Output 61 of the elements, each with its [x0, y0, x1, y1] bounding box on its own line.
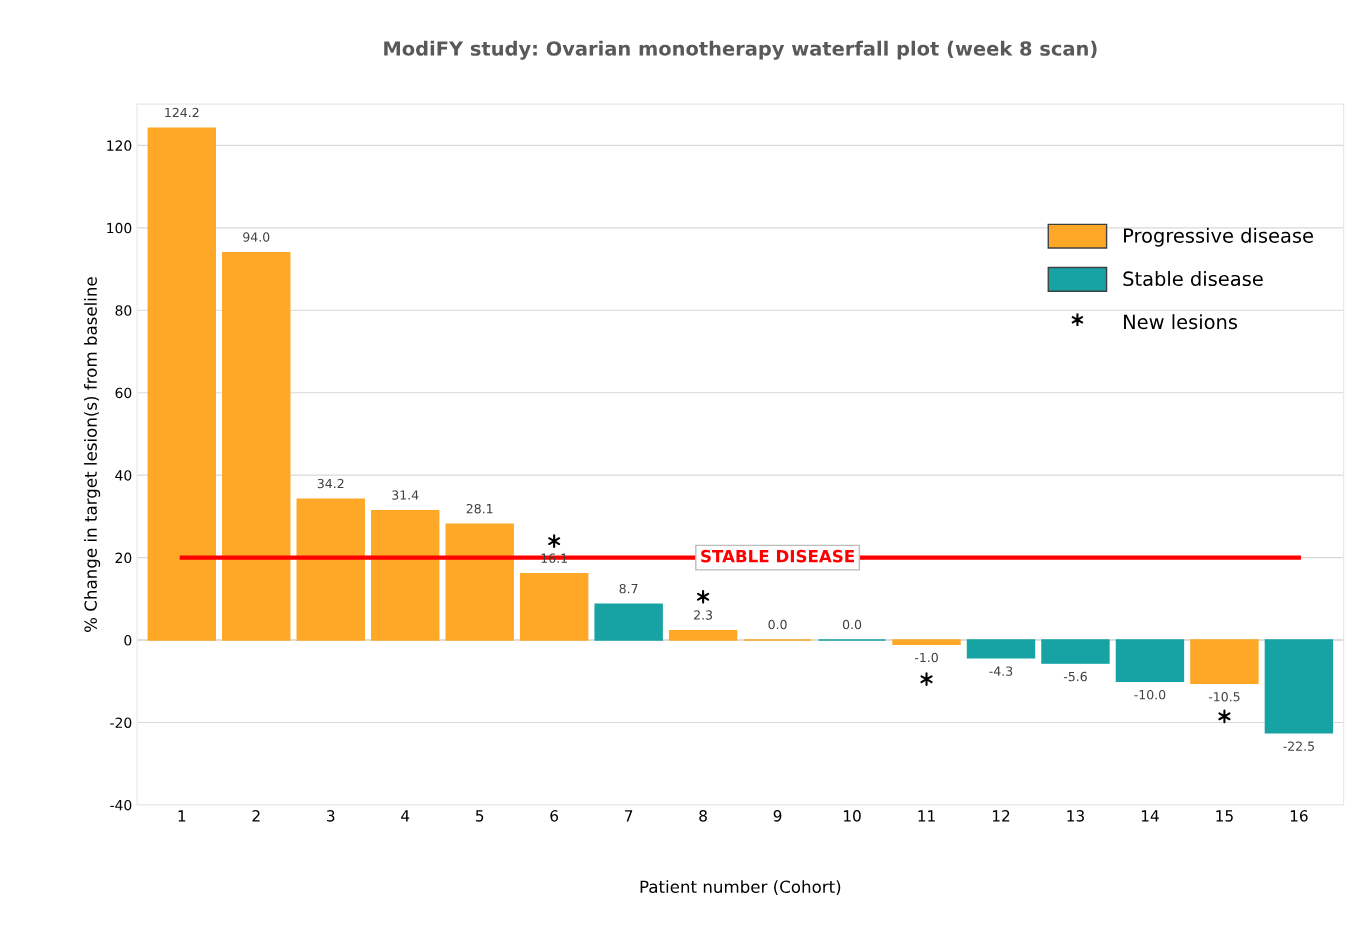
x-tick-label: 8: [699, 810, 707, 822]
y-axis-title: % Change in target lesion(s) from baseline: [84, 277, 101, 632]
data-label: -10.5: [1208, 691, 1240, 702]
x-tick-label: 9: [773, 810, 782, 822]
data-label: 31.4: [392, 490, 419, 500]
data-label: 94.0: [243, 232, 270, 242]
x-tick-label: 6: [550, 810, 559, 822]
data-label: -22.5: [1283, 741, 1314, 751]
y-tick-label: 20: [115, 552, 132, 564]
x-tick-label: 13: [1067, 810, 1084, 822]
x-tick-label: 4: [401, 810, 410, 822]
ref-line-label: STABLE DISEASE: [701, 549, 854, 563]
data-label: 2.3: [694, 610, 713, 620]
chart-title: ModiFY study: Ovarian monotherapy waterfall plot (week 8 scan): [384, 40, 1097, 60]
x-tick-label: 16: [1290, 810, 1308, 822]
data-label: 8.7: [619, 583, 638, 594]
bar: [1041, 639, 1110, 664]
legend-label: Stable disease: [1123, 271, 1263, 287]
y-tick-label: 120: [107, 140, 132, 151]
bar: [892, 639, 961, 645]
data-label: 0.0: [768, 619, 787, 630]
bar: [668, 629, 738, 641]
data-label: -4.3: [989, 666, 1013, 676]
x-tick-label: 1: [178, 810, 186, 822]
x-tick-label: 5: [476, 810, 484, 822]
bar: [222, 251, 291, 641]
bar: [1264, 639, 1334, 734]
bar: [594, 603, 663, 641]
y-tick-label: -40: [110, 799, 132, 811]
y-tick-label: -20: [110, 717, 132, 728]
bar: [296, 498, 365, 641]
bar: [1190, 639, 1259, 685]
data-label: 34.2: [317, 478, 344, 489]
bar: [966, 639, 1036, 659]
data-label: -1.0: [914, 652, 938, 663]
bar: [519, 572, 589, 641]
y-tick-label: 80: [115, 305, 132, 316]
bar: [1115, 639, 1185, 682]
x-axis-title: Patient number (Cohort): [640, 880, 841, 896]
y-tick-label: 0: [124, 635, 132, 646]
bar: [370, 509, 440, 641]
x-tick-label: 2: [252, 810, 260, 822]
x-tick-label: 7: [625, 810, 633, 822]
data-label: 124.2: [165, 107, 199, 118]
bar: [445, 523, 514, 641]
y-tick-label: 40: [115, 470, 132, 481]
x-tick-label: 10: [844, 810, 861, 822]
y-tick-label: 60: [115, 387, 132, 399]
data-label: 28.1: [466, 503, 493, 514]
legend-label: New lesions: [1124, 314, 1238, 330]
bar: [147, 127, 216, 641]
x-tick-label: 15: [1216, 810, 1233, 822]
legend-label: Progressive disease: [1124, 227, 1313, 247]
data-label: -5.6: [1063, 671, 1087, 682]
data-label: -10.0: [1134, 689, 1166, 700]
data-label: 0.0: [842, 619, 862, 630]
x-tick-label: 3: [327, 810, 335, 822]
x-tick-label: 11: [918, 810, 935, 822]
y-tick-label: 100: [107, 222, 132, 234]
x-tick-label: 14: [1141, 810, 1159, 822]
x-tick-label: 12: [992, 810, 1010, 822]
